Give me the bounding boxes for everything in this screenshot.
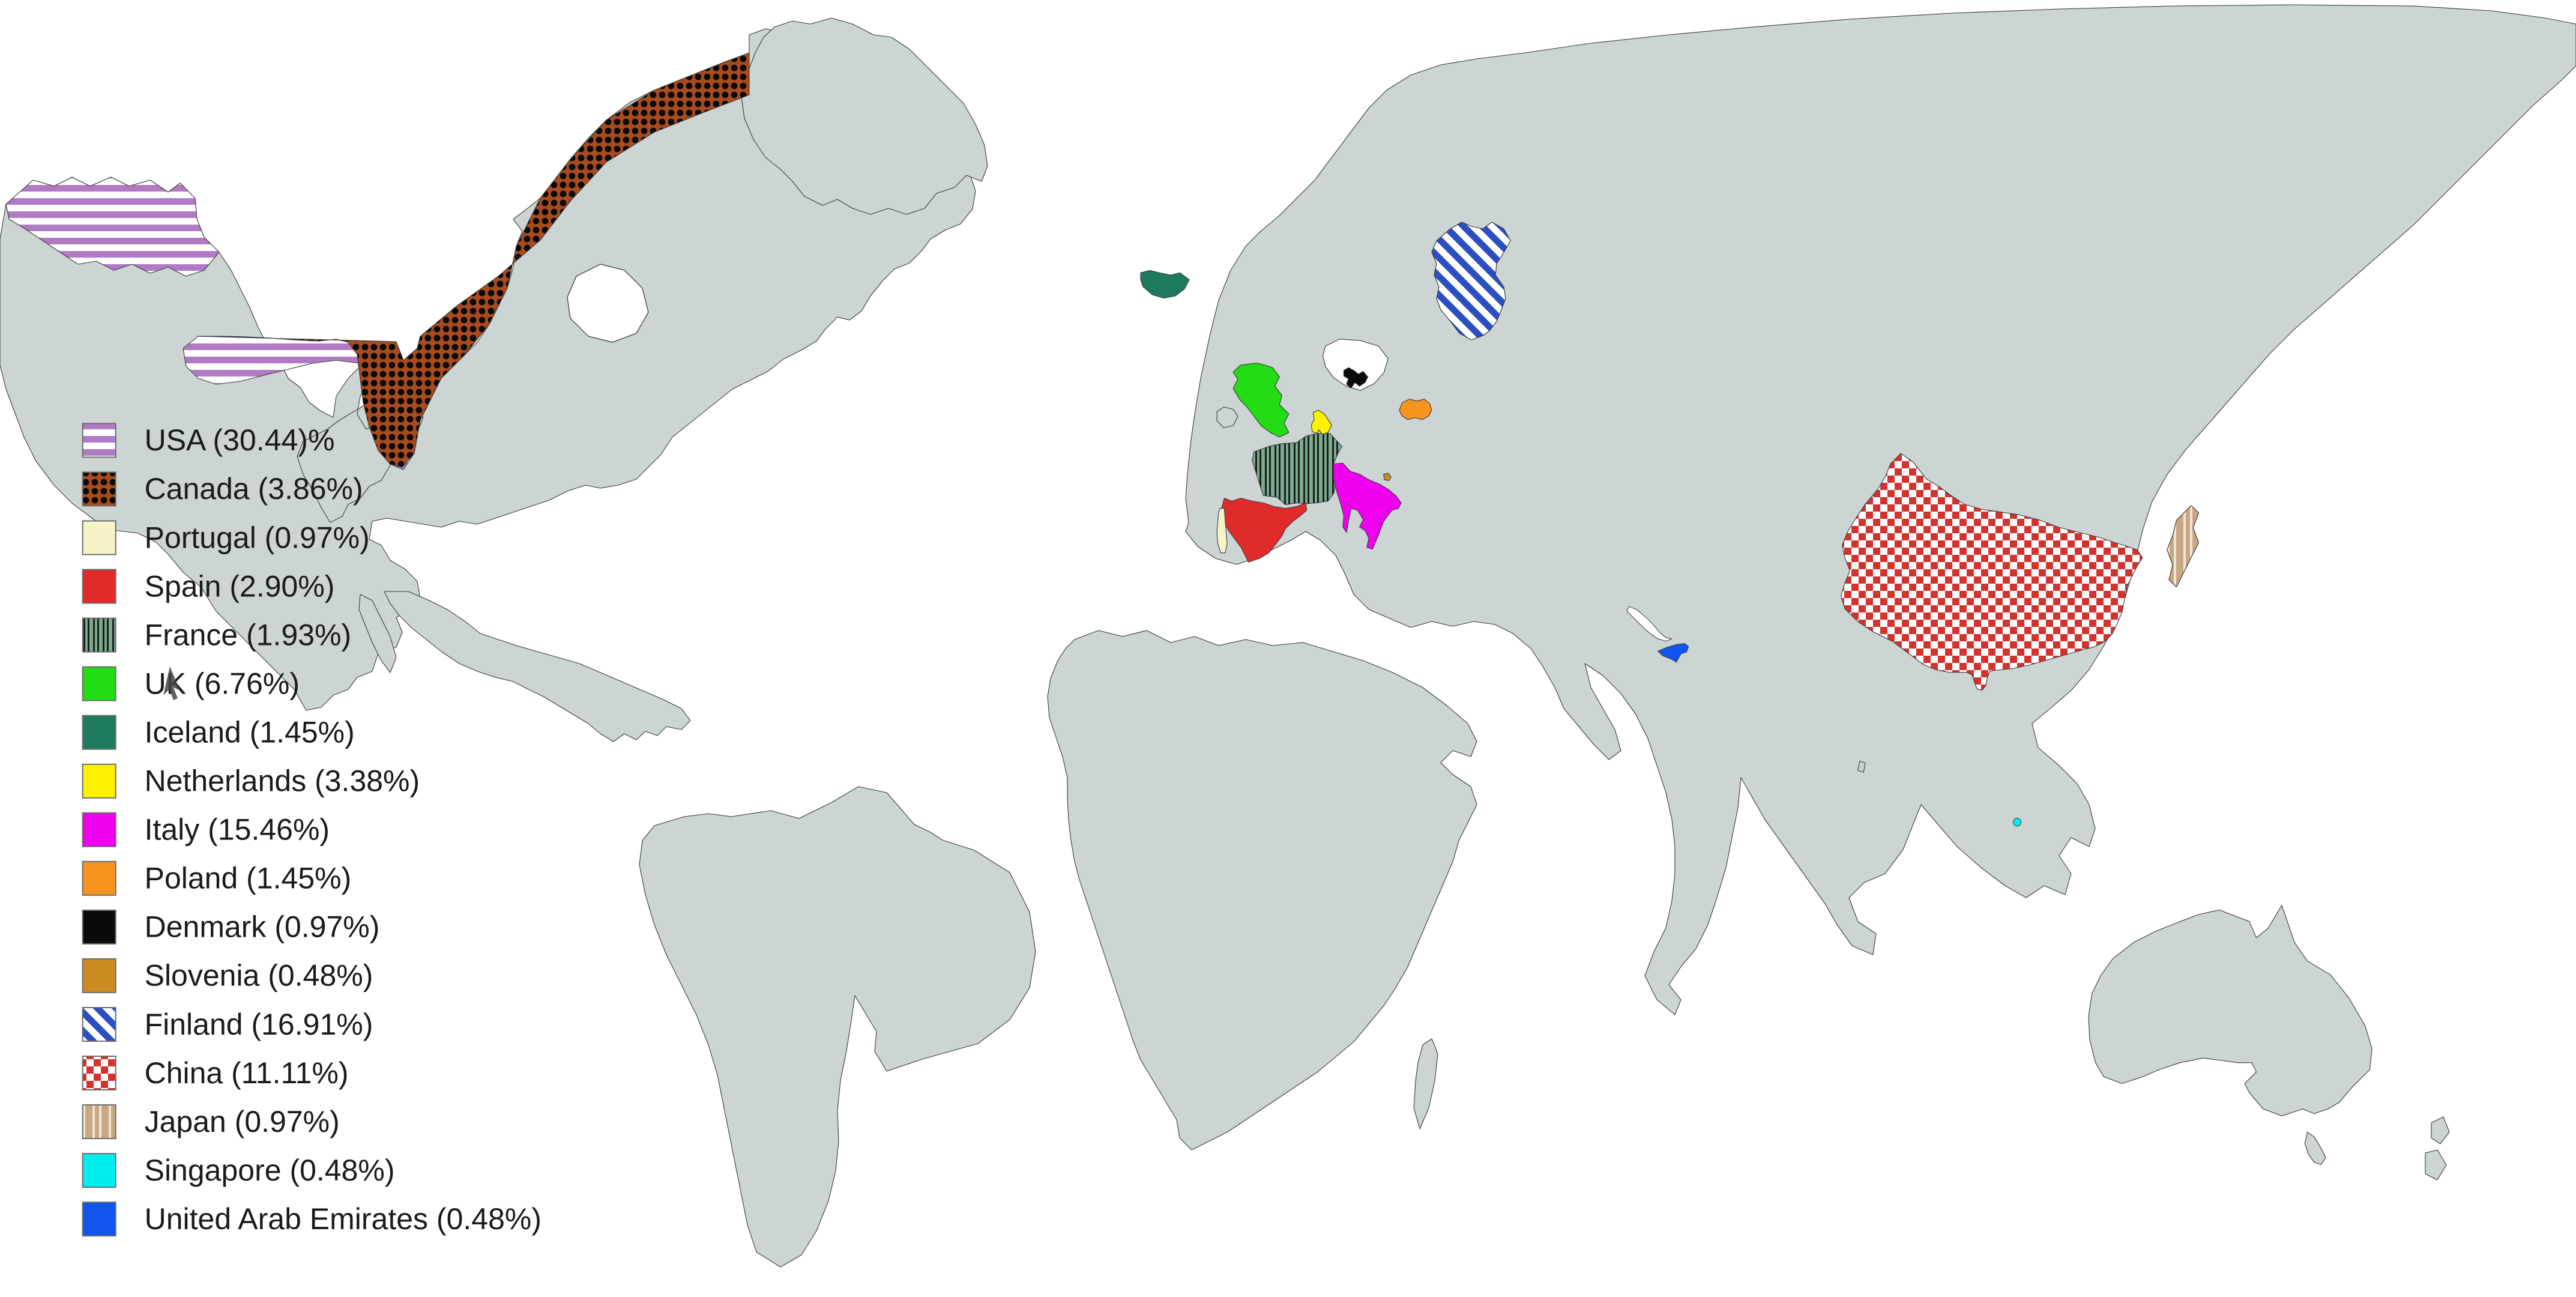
svg-text:Denmark (0.97%): Denmark (0.97%)	[145, 910, 380, 944]
svg-text:Japan (0.97%): Japan (0.97%)	[145, 1105, 340, 1138]
svg-text:Finland (16.91%): Finland (16.91%)	[145, 1008, 373, 1041]
svg-text:Slovenia (0.48%): Slovenia (0.48%)	[145, 959, 373, 993]
svg-text:Singapore (0.48%): Singapore (0.48%)	[145, 1153, 395, 1187]
svg-text:China (11.11%): China (11.11%)	[145, 1056, 349, 1090]
svg-text:USA (30.44)%: USA (30.44)%	[145, 423, 335, 457]
svg-text:Poland (1.45%): Poland (1.45%)	[145, 862, 352, 895]
svg-text:Spain (2.90%): Spain (2.90%)	[145, 569, 335, 603]
svg-text:France (1.93%): France (1.93%)	[145, 618, 352, 652]
svg-text:Netherlands (3.38%): Netherlands (3.38%)	[145, 764, 420, 798]
svg-text:Canada (3.86%): Canada (3.86%)	[145, 472, 363, 506]
svg-text:Iceland (1.45%): Iceland (1.45%)	[145, 716, 355, 749]
svg-text:Italy (15.46%): Italy (15.46%)	[145, 813, 330, 847]
svg-text:Portugal (0.97%): Portugal (0.97%)	[145, 521, 370, 554]
svg-text:United Arab Emirates (0.48%): United Arab Emirates (0.48%)	[145, 1202, 541, 1236]
